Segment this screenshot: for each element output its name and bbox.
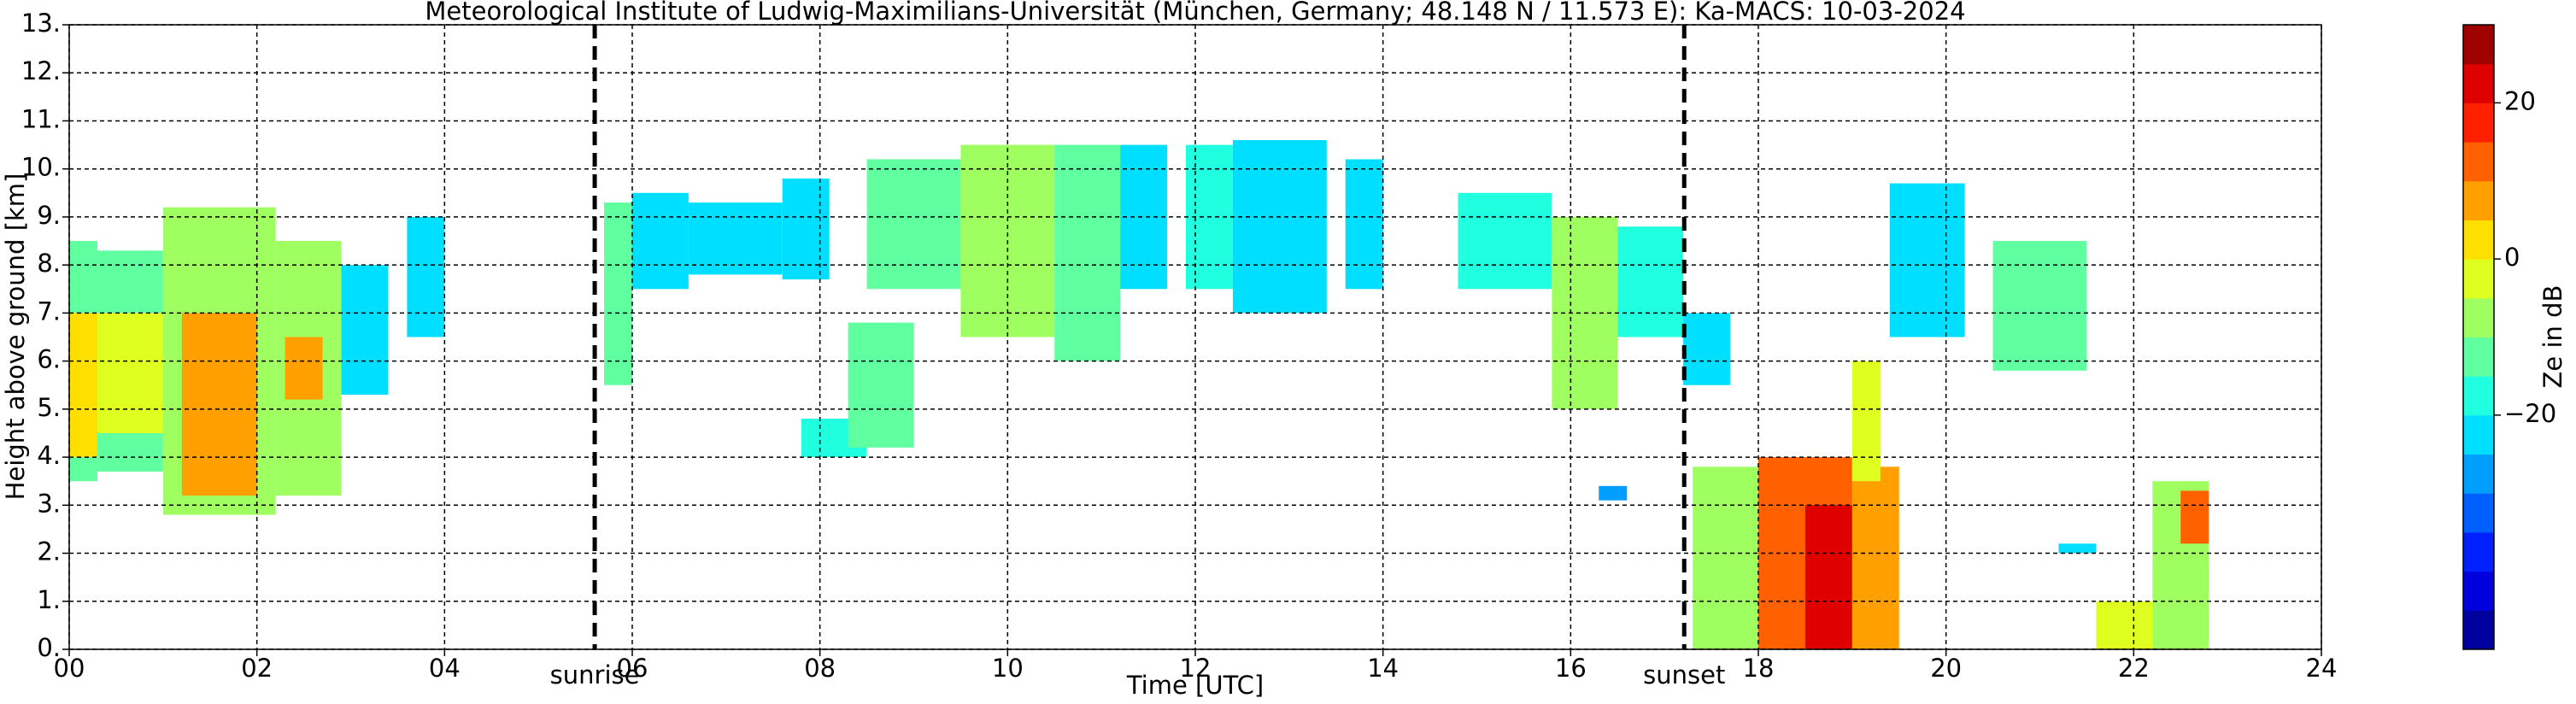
plot-frame	[68, 24, 2322, 650]
reflectivity-cell	[848, 322, 914, 448]
chart-title: Meteorological Institute of Ludwig-Maxim…	[425, 0, 1965, 26]
colorbar-segment	[2463, 142, 2494, 182]
y-axis-label: Height above ground [km]	[1, 173, 30, 501]
colorbar-segment	[2463, 103, 2494, 143]
colorbar-segment	[2463, 63, 2494, 103]
colorbar-tick-label: 0	[2504, 243, 2520, 272]
reflectivity-cell	[1054, 144, 1121, 361]
reflectivity-cell	[604, 202, 632, 385]
colorbar-segment	[2463, 337, 2494, 377]
y-tick-label: 11.	[21, 104, 61, 133]
colorbar-segment	[2463, 531, 2494, 572]
y-tick-label: 1.	[37, 585, 61, 614]
reflectivity-cell	[1617, 226, 1684, 337]
reflectivity-cell	[1889, 183, 1965, 337]
reflectivity-cell	[407, 216, 445, 337]
x-tick-label: 08	[804, 654, 836, 683]
colorbar-segment	[2463, 571, 2494, 611]
x-tick-label: 00	[54, 654, 85, 683]
y-tick-label: 8.	[37, 249, 61, 278]
y-tick-label: 6.	[37, 345, 61, 374]
reflectivity-cell	[688, 202, 783, 275]
x-tick-label: 22	[2118, 654, 2150, 683]
y-tick-label: 5.	[37, 393, 61, 422]
colorbar-segment	[2463, 297, 2494, 337]
reflectivity-cell	[1345, 159, 1383, 290]
reflectivity-cell	[1693, 466, 1758, 649]
x-tick-label: 12	[1180, 654, 1212, 683]
colorbar-label: Ze in dB	[2538, 285, 2567, 389]
x-axis-label: Time [UTC]	[1126, 671, 1264, 700]
x-tick-label: 16	[1555, 654, 1587, 683]
colorbar-segment	[2463, 259, 2494, 299]
reflectivity-cell	[1851, 466, 1899, 649]
reflectivity-cell	[285, 337, 323, 400]
y-tick-label: 0.	[37, 633, 61, 662]
x-tick-label: 06	[617, 654, 648, 683]
reflectivity-cell	[2180, 490, 2209, 544]
colorbar-frame	[2462, 24, 2495, 650]
reflectivity-cell	[181, 313, 257, 496]
marker-label: sunrise	[550, 660, 640, 689]
y-tick-label: 10.	[21, 153, 61, 182]
x-tick-label: 14	[1367, 654, 1399, 683]
x-tick-label: 02	[241, 654, 273, 683]
colorbar-tick-label: 20	[2504, 86, 2536, 115]
x-tick-label: 20	[1930, 654, 1962, 683]
colorbar-segment	[2463, 25, 2494, 65]
reflectivity-cell	[97, 313, 163, 433]
y-tick-label: 9.	[37, 201, 61, 230]
reflectivity-cell	[1804, 505, 1852, 649]
reflectivity-cell	[866, 159, 961, 290]
reflectivity-cell	[2058, 543, 2097, 554]
y-tick-label: 13.	[21, 9, 61, 38]
y-tick-label: 7.	[37, 296, 61, 326]
y-tick-label: 12.	[21, 56, 61, 85]
colorbar-tick-label: −20	[2504, 399, 2556, 428]
y-tick-label: 3.	[37, 489, 61, 518]
colorbar-segment	[2463, 414, 2494, 455]
x-tick-label: 10	[992, 654, 1024, 683]
colorbar-segment	[2463, 220, 2494, 260]
colorbar-segment	[2463, 376, 2494, 416]
reflectivity-cell	[2096, 601, 2153, 649]
y-tick-label: 4.	[37, 441, 61, 470]
colorbar-segment	[2463, 180, 2494, 220]
colorbar-segment	[2463, 493, 2494, 533]
y-tick-label: 2.	[37, 537, 61, 566]
reflectivity-cell	[1120, 144, 1168, 290]
reflectivity-cell	[632, 192, 689, 290]
marker-label: sunset	[1643, 660, 1725, 689]
colorbar-segment	[2463, 454, 2494, 494]
x-tick-label: 24	[2306, 654, 2338, 683]
reflectivity-cell	[1599, 485, 1628, 501]
reflectivity-cell	[1683, 313, 1731, 385]
x-tick-label: 18	[1743, 654, 1775, 683]
reflectivity-cell	[1458, 192, 1552, 290]
reflectivity-cell	[1992, 241, 2087, 371]
reflectivity-cell	[782, 178, 830, 280]
reflectivity-cell	[341, 265, 389, 395]
x-tick-label: 04	[429, 654, 461, 683]
colorbar-segment	[2463, 610, 2494, 650]
reflectivity-cell	[1851, 361, 1881, 482]
reflectivity-cell	[69, 313, 97, 458]
reflectivity-cell	[1232, 139, 1327, 314]
